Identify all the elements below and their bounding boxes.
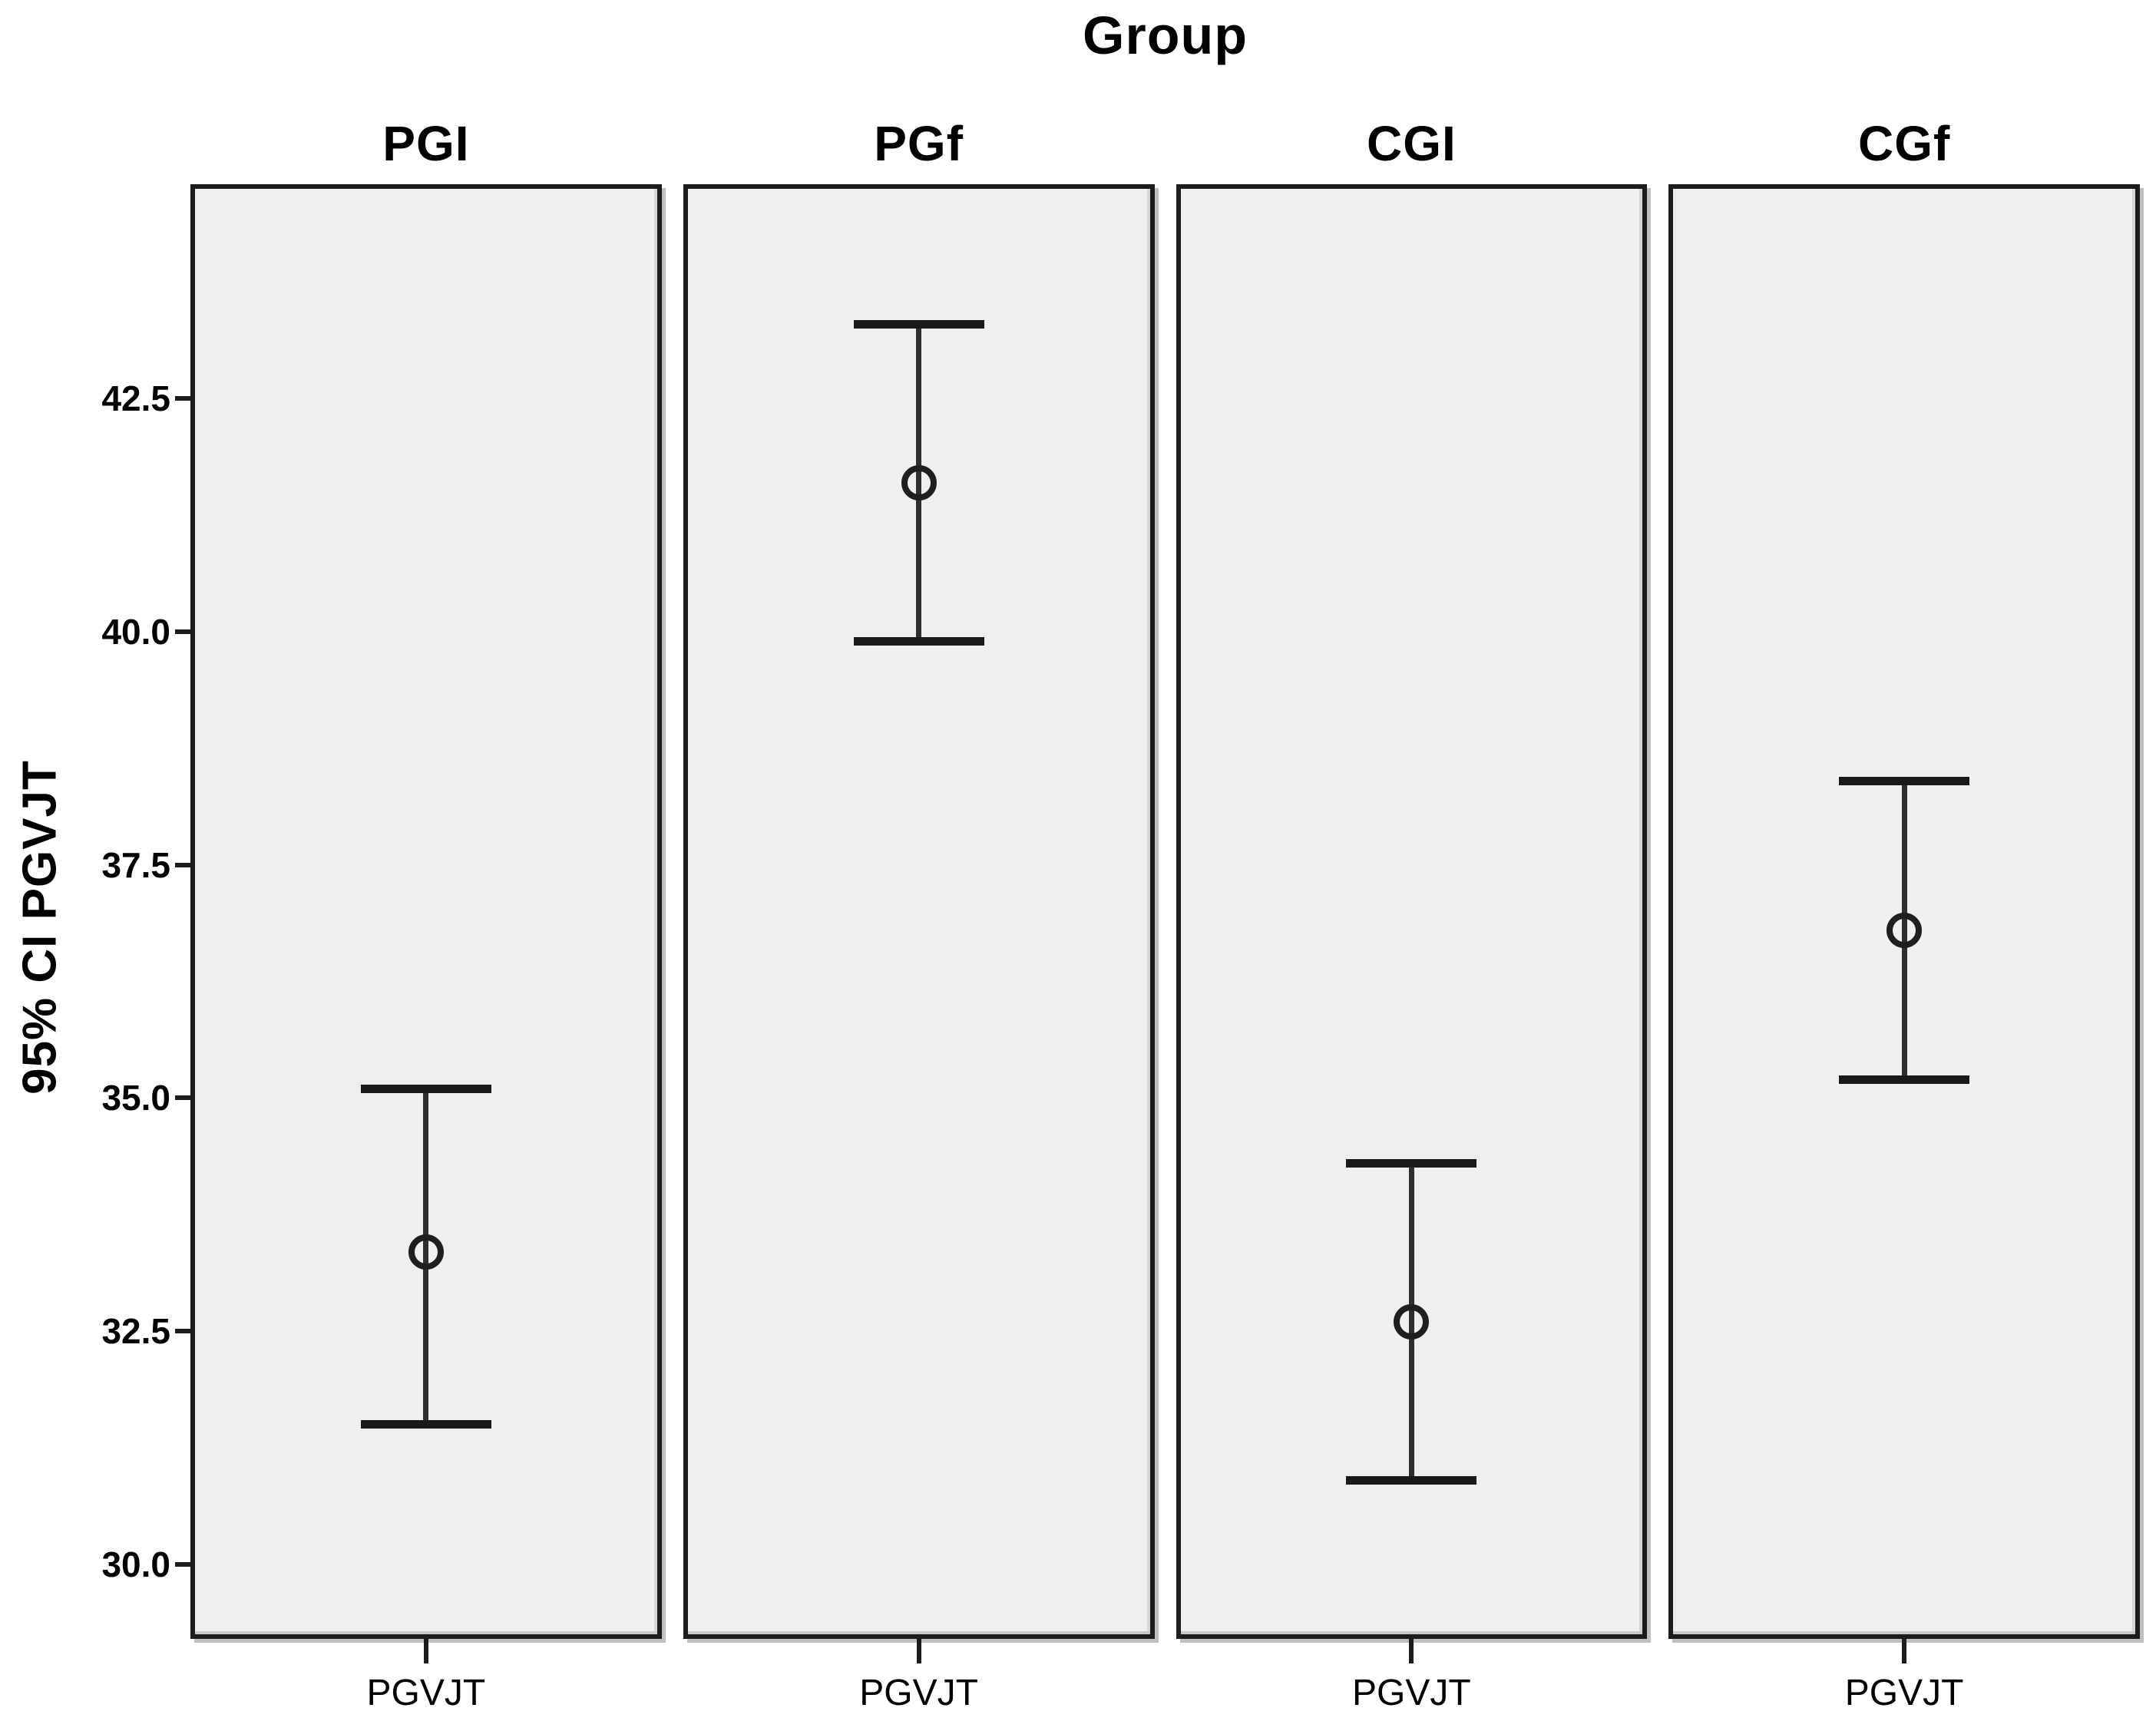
error-bar-cap-bottom [853,636,984,646]
x-axis-tick-label: PGVJT [1352,1673,1471,1713]
error-bar-cap-bottom [1839,1075,1970,1084]
x-axis-tick [1409,1639,1414,1663]
panel-header: PGI [382,116,470,171]
x-axis-tick [916,1639,921,1663]
y-axis-tick-label: 37.5 [101,844,170,885]
y-axis-tick-label: 40.0 [101,612,170,652]
y-axis-tick [175,862,190,867]
chart-title: Group [1083,5,1248,65]
panel-header: CGI [1366,116,1457,171]
y-axis-tick-label: 32.5 [101,1311,170,1352]
y-axis-label: 95% CI PGVJT [13,760,67,1095]
y-axis-tick [175,1329,190,1334]
mean-marker [901,464,937,500]
panel-header: CGf [1857,116,1951,171]
error-bar-cap-top [853,319,984,329]
y-axis-tick-label: 42.5 [101,378,170,419]
y-axis-tick [175,1561,190,1567]
x-axis-tick-label: PGVJT [859,1673,978,1713]
mean-marker [1886,912,1923,948]
x-axis-tick-label: PGVJT [1844,1673,1964,1713]
mean-marker [1394,1303,1430,1340]
mean-marker [408,1234,444,1270]
x-axis-tick [1902,1639,1907,1663]
y-axis-tick [175,396,190,401]
y-axis-tick [175,629,190,635]
x-axis-tick-label: PGVJT [366,1673,486,1713]
error-bar-cap-top [360,1084,491,1093]
x-axis-tick [423,1639,428,1663]
error-bar-cap-top [1839,776,1970,785]
y-axis-tick-label: 30.0 [101,1544,170,1584]
error-bar-cap-top [1346,1158,1477,1168]
panel-header: PGf [874,116,964,171]
y-axis-tick [175,1095,190,1101]
error-bar-cap-bottom [360,1420,491,1429]
y-axis-tick-label: 35.0 [101,1078,170,1118]
error-bar-cap-bottom [1346,1475,1477,1485]
